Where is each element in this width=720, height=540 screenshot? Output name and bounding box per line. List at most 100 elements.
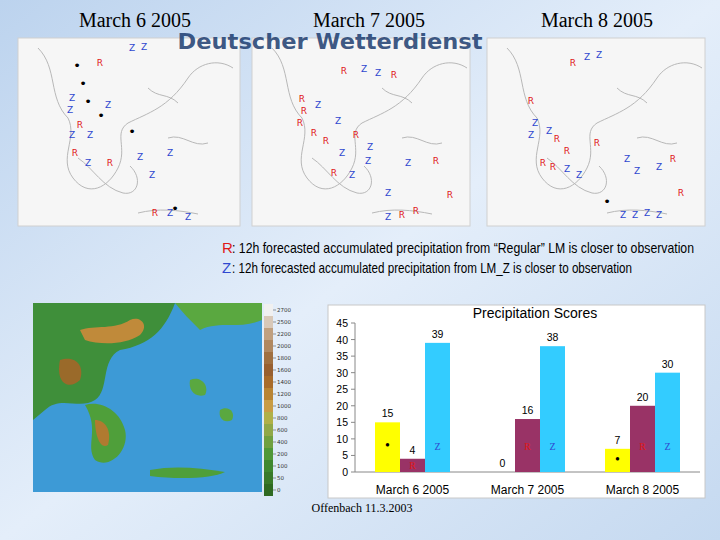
map-marker: R <box>413 206 419 216</box>
map-marker: Z <box>69 130 75 140</box>
map-marker: R <box>433 156 439 166</box>
colorbar-cell <box>264 376 273 388</box>
map-marker: Z <box>385 212 391 222</box>
y-tick <box>351 422 355 423</box>
colorbar-cell <box>264 304 273 316</box>
map-marker: Z <box>137 152 143 162</box>
series-name: • <box>615 452 620 467</box>
y-tick <box>351 438 355 439</box>
map-marker: R <box>554 134 560 144</box>
series-name: R <box>409 460 416 471</box>
map-marker: Z <box>656 162 662 172</box>
y-tick <box>351 323 355 324</box>
y-tick <box>351 339 355 340</box>
map-marker: Z <box>596 50 602 60</box>
colorbar-label: 1400 <box>277 379 291 385</box>
series-name: R <box>524 441 531 452</box>
map-marker: Z <box>149 170 155 180</box>
bar <box>540 346 565 472</box>
coastline <box>78 158 137 193</box>
map-marker: Z <box>361 64 367 74</box>
map-marker: R <box>670 154 676 164</box>
data-label: 15 <box>382 407 394 419</box>
y-axis <box>355 323 356 472</box>
y-tick <box>351 472 355 473</box>
data-label: 30 <box>662 358 674 370</box>
map-marker: R <box>299 94 305 104</box>
map-marker: • <box>79 76 87 91</box>
map-marker: Z <box>67 105 73 115</box>
map-marker: Z <box>656 210 662 220</box>
y-tick-label: 5 <box>342 449 348 461</box>
map-marker: R <box>399 210 405 220</box>
colorbar-tick <box>273 394 276 395</box>
colorbar-cell <box>264 472 273 484</box>
map-marker: Z <box>634 166 640 176</box>
map-marker: Z <box>584 52 590 62</box>
map-marker: R <box>447 190 453 200</box>
data-label: 16 <box>522 404 534 416</box>
colorbar-cell <box>264 448 273 460</box>
map-marker: Z <box>385 188 391 198</box>
colorbar-cell <box>264 364 273 376</box>
series-name: Z <box>664 441 670 452</box>
map-marker: Z <box>315 100 321 110</box>
map-marker: Z <box>405 158 411 168</box>
colorbar-cell <box>264 316 273 328</box>
colorbar-cell <box>264 388 273 400</box>
bar <box>605 449 630 472</box>
y-tick-label: 25 <box>336 383 348 395</box>
map-marker: Z <box>546 126 552 136</box>
colorbar-tick <box>273 346 276 347</box>
colorbar-cell <box>264 340 273 352</box>
land <box>59 359 81 385</box>
colorbar-tick <box>273 334 276 335</box>
land <box>175 303 262 330</box>
map-marker: R <box>152 208 158 218</box>
colorbar-label: 2500 <box>277 319 291 325</box>
coastline <box>382 88 412 103</box>
coastline <box>38 48 233 189</box>
coastline <box>617 88 647 103</box>
colorbar-label: 1000 <box>277 403 291 409</box>
legend-key: Z <box>222 259 231 276</box>
map-marker: Z <box>375 68 381 78</box>
colorbar-tick <box>273 370 276 371</box>
map-marker: Z <box>87 130 93 140</box>
colorbar-cell <box>264 460 273 472</box>
colorbar-cell <box>264 328 273 340</box>
map-marker: Z <box>644 208 650 218</box>
map-frame <box>18 38 240 226</box>
land <box>220 408 233 421</box>
series-name: • <box>385 438 390 453</box>
colorbar-label: 2000 <box>277 343 291 349</box>
background <box>0 0 720 540</box>
colorbar-tick <box>273 490 276 491</box>
y-tick-label: 15 <box>336 416 348 428</box>
map-marker: Z <box>339 148 345 158</box>
map-marker: Z <box>532 118 538 128</box>
bar <box>490 472 515 473</box>
colorbar-label: 2700 <box>277 307 291 313</box>
map-marker: Z <box>365 156 371 166</box>
data-label: 20 <box>637 391 649 403</box>
y-tick <box>351 455 355 456</box>
bars <box>375 343 680 472</box>
colorbar-tick <box>273 478 276 479</box>
y-tick-label: 20 <box>336 400 348 412</box>
sea <box>33 303 262 492</box>
relief-map <box>33 303 262 492</box>
bar <box>630 406 655 472</box>
colorbar-cell <box>264 424 273 436</box>
map-marker: R <box>540 158 546 168</box>
coastline <box>312 158 371 193</box>
coastline <box>272 48 467 189</box>
watermark: Deutscher Wetterdienst <box>178 30 483 54</box>
map-marker: R <box>550 162 556 172</box>
colorbar-cell <box>264 484 273 496</box>
map-marker: • <box>73 58 81 73</box>
land <box>190 379 207 396</box>
footer: Offenbach 11.3.2003 <box>312 501 413 515</box>
colorbar-label: 600 <box>277 427 288 433</box>
legend-text: : 12h forecasted accumulated precipitati… <box>232 239 694 256</box>
